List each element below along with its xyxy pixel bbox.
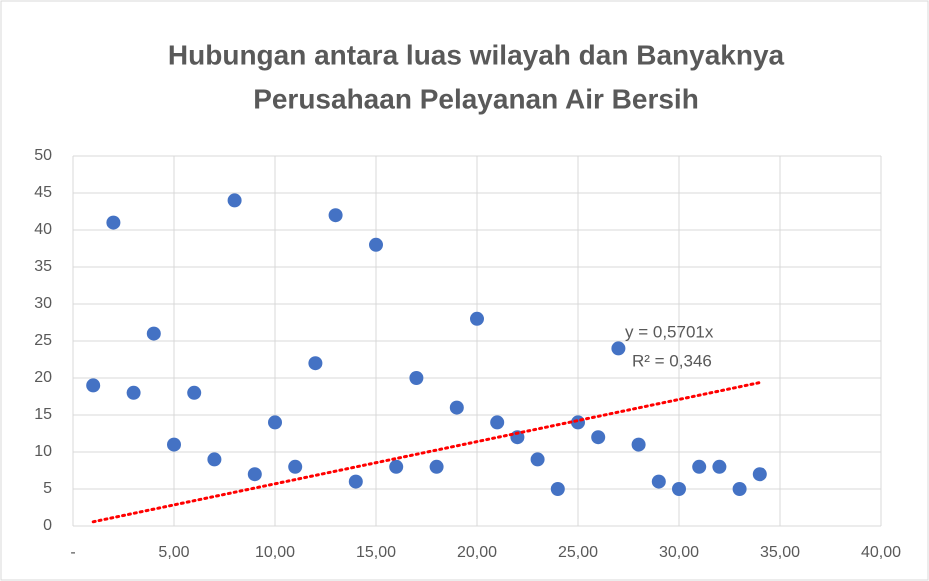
data-point bbox=[268, 415, 282, 430]
data-point bbox=[429, 459, 444, 474]
data-point bbox=[752, 467, 767, 482]
data-point bbox=[247, 467, 262, 482]
y-tick-label: 35 bbox=[34, 258, 52, 275]
data-point bbox=[712, 459, 727, 474]
data-point bbox=[126, 385, 141, 400]
x-tick-label: 40,00 bbox=[861, 544, 901, 561]
x-tick-label: 25,00 bbox=[558, 544, 598, 561]
trendline bbox=[91, 381, 762, 524]
y-tick-label: 25 bbox=[34, 332, 52, 349]
data-point bbox=[732, 482, 747, 496]
data-point bbox=[348, 474, 363, 489]
data-point bbox=[106, 215, 121, 230]
chart-title: Perusahaan Pelayanan Air Bersih bbox=[253, 83, 699, 114]
data-point bbox=[328, 208, 343, 223]
data-point bbox=[449, 400, 464, 415]
y-tick-label: 0 bbox=[43, 517, 52, 534]
y-tick-label: 40 bbox=[34, 221, 52, 238]
data-point bbox=[187, 385, 202, 400]
data-point bbox=[470, 311, 484, 326]
y-tick-label: 5 bbox=[43, 480, 52, 497]
y-tick-label: 45 bbox=[34, 184, 52, 201]
data-point bbox=[207, 452, 222, 467]
x-tick-label: 10,00 bbox=[255, 544, 295, 561]
data-point bbox=[692, 459, 707, 474]
data-point bbox=[651, 474, 666, 489]
data-point bbox=[369, 237, 383, 252]
data-point bbox=[530, 452, 545, 467]
trendline-r-squared: R² = 0,346 bbox=[632, 351, 712, 370]
y-tick-label: 50 bbox=[34, 147, 52, 164]
x-tick-label: 35,00 bbox=[760, 544, 800, 561]
y-tick-label: 10 bbox=[34, 443, 52, 460]
data-point bbox=[611, 341, 626, 356]
data-point bbox=[389, 459, 404, 474]
x-tick-label: 15,00 bbox=[356, 544, 396, 561]
data-point bbox=[86, 378, 101, 393]
y-tick-label: 30 bbox=[34, 295, 52, 312]
data-point bbox=[227, 193, 242, 208]
x-tick-label: - bbox=[70, 544, 75, 561]
x-tick-label: 20,00 bbox=[457, 544, 497, 561]
y-tick-label: 20 bbox=[34, 369, 52, 386]
data-point bbox=[146, 326, 161, 341]
data-point bbox=[591, 430, 606, 445]
data-point bbox=[510, 430, 525, 445]
data-point bbox=[167, 437, 181, 452]
data-point bbox=[308, 356, 323, 371]
x-tick-label: 30,00 bbox=[659, 544, 699, 561]
data-point bbox=[409, 371, 424, 385]
chart-title: Hubungan antara luas wilayah dan Banyakn… bbox=[168, 39, 785, 70]
trendline-equation: y = 0,5701x bbox=[625, 322, 714, 341]
data-point bbox=[490, 415, 505, 430]
x-tick-label: 5,00 bbox=[158, 544, 189, 561]
data-point bbox=[672, 482, 686, 496]
y-tick-label: 15 bbox=[34, 406, 52, 423]
data-point bbox=[631, 437, 646, 452]
data-point bbox=[571, 415, 585, 430]
data-point bbox=[550, 482, 565, 496]
data-point bbox=[288, 459, 303, 474]
